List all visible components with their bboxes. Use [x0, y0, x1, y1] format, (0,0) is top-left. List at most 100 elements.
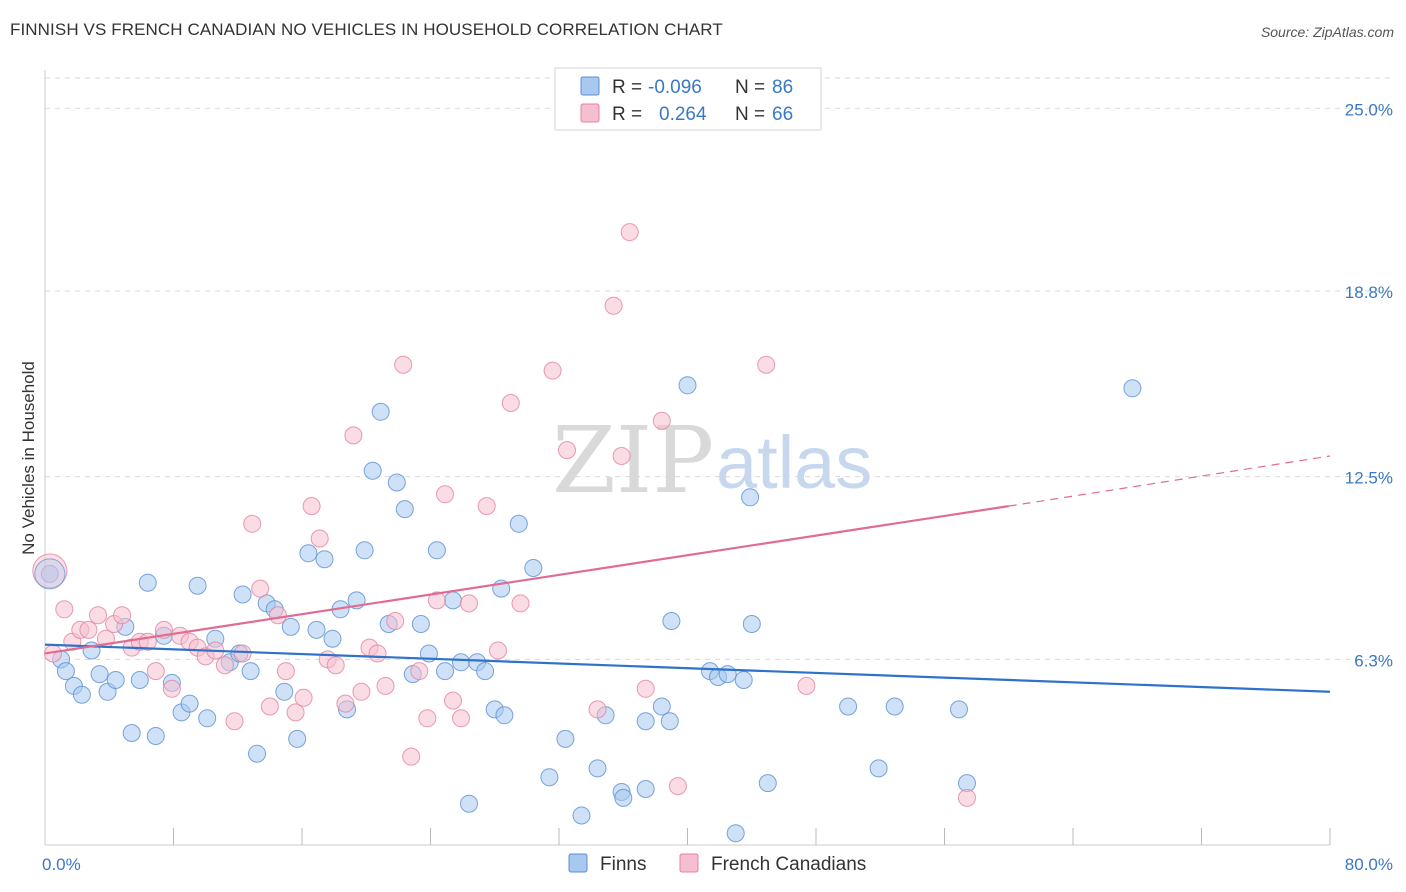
legend-n-label-french: N = [735, 104, 765, 125]
finns-point [248, 744, 266, 763]
french-canadian-point [460, 594, 478, 613]
finns-point [281, 617, 300, 636]
french-canadian-cluster-point [32, 553, 68, 589]
finns-point [323, 629, 342, 648]
finns-point [742, 615, 761, 633]
french-canadian-point [368, 644, 387, 663]
finns-point [275, 682, 294, 701]
finns-point [741, 488, 760, 507]
finns-point [138, 573, 157, 592]
finns-point [885, 697, 904, 716]
french-canadian-point [344, 426, 363, 445]
french-canadian-point [620, 223, 639, 242]
finns-point [299, 544, 318, 563]
french-canadian-point [418, 709, 437, 728]
chart-source: Source: ZipAtlas.com [1260, 24, 1394, 40]
french-canadian-point [302, 497, 321, 516]
series-legend: Finns French Canadians [568, 853, 866, 875]
french-canadian-point [326, 656, 345, 675]
grid-lines [45, 77, 1395, 660]
finns-point [307, 620, 326, 639]
french-canadian-point [489, 641, 507, 660]
finns-point [718, 665, 737, 684]
finns-point [758, 774, 777, 793]
french-canadian-point [215, 656, 234, 675]
french-canadian-point [79, 620, 98, 639]
finns-point [839, 697, 858, 716]
chart-title: FINNISH VS FRENCH CANADIAN NO VEHICLES I… [10, 20, 723, 39]
legend-r-label-french: R = [612, 104, 642, 125]
finns-point [241, 662, 260, 681]
french-canadian-trend-extension [1008, 455, 1331, 507]
trend-lines [44, 455, 1331, 693]
finns-point [188, 576, 207, 595]
french-canadian-point [386, 612, 405, 630]
finns-point [198, 709, 217, 728]
finns-point [476, 662, 495, 681]
finns-point [588, 759, 607, 778]
legend-n-label-finns: N = [735, 77, 765, 98]
french-canadian-point [276, 662, 295, 681]
y-tick-label: 6.3% [1354, 651, 1393, 670]
series-swatch-finns [568, 853, 588, 873]
x-tick-labels: 0.0% 80.0% [42, 855, 1393, 874]
french-canadian-trend-line [44, 505, 1009, 655]
finns-point [355, 541, 374, 560]
french-canadian-point [604, 296, 623, 315]
finns-point [524, 559, 543, 577]
finns-point [636, 712, 655, 731]
finns-point [444, 591, 462, 610]
french-canadian-point [410, 662, 429, 681]
french-canadian-point [394, 355, 413, 374]
finns-point [556, 729, 575, 748]
french-canadian-point [797, 676, 816, 695]
french-canadian-point [310, 529, 329, 548]
legend-swatch-finns [580, 76, 600, 96]
french-canadian-point [243, 514, 262, 533]
finns-point [371, 402, 390, 421]
french-canadian-point [260, 697, 279, 716]
x-tick-label-end: 80.0% [1345, 855, 1393, 874]
y-tick-labels: 6.3% 12.5% 18.8% 25.0% [1345, 100, 1393, 670]
legend-swatch-french [580, 103, 600, 123]
french-canadian-point [501, 394, 520, 412]
data-points [32, 223, 1142, 843]
legend-n-value-french: 66 [772, 104, 793, 125]
legend-r-value-finns: -0.096 [648, 77, 702, 98]
finns-point [452, 653, 470, 672]
french-canadian-point [958, 788, 976, 807]
finns-point [122, 724, 141, 742]
y-tick-label: 12.5% [1345, 469, 1393, 488]
finns-point [411, 615, 430, 633]
french-canadian-point [558, 441, 576, 460]
y-axis-label: No Vehicles in Household [19, 361, 38, 555]
legend-n-value-finns: 86 [772, 77, 793, 98]
series-label-french: French Canadians [711, 854, 866, 875]
finns-point [146, 727, 165, 745]
watermark-zip: ZIP [552, 407, 714, 514]
finns-point [636, 780, 655, 798]
finns-point [726, 824, 745, 843]
french-canadian-point [757, 355, 776, 374]
finns-point [460, 794, 478, 813]
finns-point [950, 700, 968, 719]
finns-point [90, 665, 109, 684]
legend-r-label-finns: R = [612, 77, 642, 98]
y-tick-label: 18.8% [1345, 283, 1393, 302]
finns-point [509, 514, 528, 533]
finns-point [678, 376, 697, 395]
french-canadian-point [294, 688, 313, 707]
series-label-finns: Finns [600, 854, 646, 875]
finns-point [288, 729, 307, 748]
series-swatch-french [679, 853, 699, 873]
finns-point [652, 697, 671, 716]
x-tick-label-start: 0.0% [42, 855, 81, 874]
french-canadian-point [286, 703, 305, 722]
french-canadian-point [225, 712, 244, 731]
finns-point [56, 662, 75, 681]
finns-trend-line [44, 643, 1331, 693]
french-canadian-point [612, 447, 631, 465]
finns-point [387, 473, 406, 492]
french-canadian-point [113, 606, 132, 625]
